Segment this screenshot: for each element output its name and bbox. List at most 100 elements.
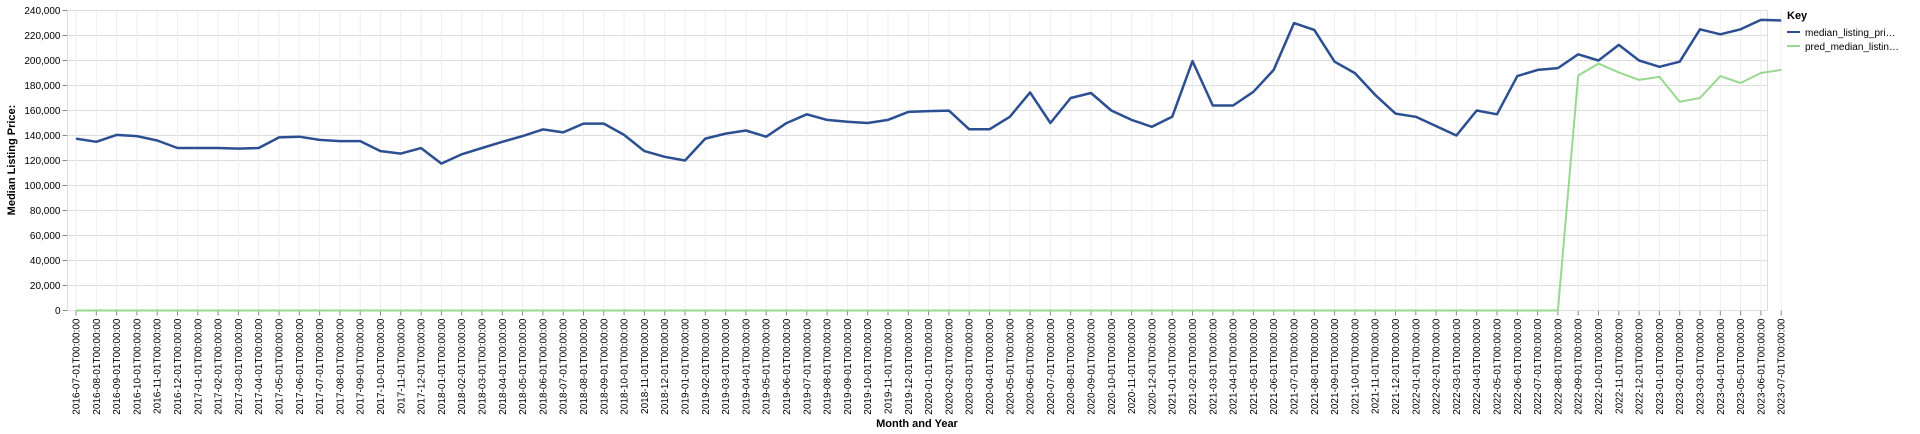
y-tick-label: 0 [55, 306, 61, 317]
y-tick-label: 140,000 [24, 131, 61, 142]
x-tick-label: 2021-03-01T00:00:00 [1208, 318, 1219, 415]
x-tick-label: 2016-07-01T00:00:00 [72, 318, 83, 415]
x-tick-label: 2022-04-01T00:00:00 [1472, 318, 1483, 415]
x-tick-label: 2019-02-01T00:00:00 [701, 318, 712, 415]
x-tick-label: 2023-04-01T00:00:00 [1716, 318, 1727, 415]
x-tick-label: 2016-11-01T00:00:00 [153, 318, 164, 414]
x-tick-label: 2021-11-01T00:00:00 [1371, 318, 1382, 414]
x-tick-label: 2021-10-01T00:00:00 [1350, 318, 1361, 415]
x-tick-label: 2016-12-01T00:00:00 [173, 318, 184, 415]
x-tick-label: 2018-05-01T00:00:00 [518, 318, 529, 415]
x-tick-label: 2019-05-01T00:00:00 [762, 318, 773, 415]
x-tick-label: 2016-10-01T00:00:00 [132, 318, 143, 415]
x-tick-label: 2022-10-01T00:00:00 [1594, 318, 1605, 415]
x-tick-label: 2023-02-01T00:00:00 [1675, 318, 1686, 415]
x-tick-label: 2020-10-01T00:00:00 [1107, 318, 1118, 415]
x-tick-label: 2019-06-01T00:00:00 [782, 318, 793, 415]
x-tick-label: 2021-02-01T00:00:00 [1188, 318, 1199, 415]
x-tick-label: 2017-02-01T00:00:00 [214, 318, 225, 415]
series-line-median [75, 18, 1782, 165]
x-tick-label: 2018-08-01T00:00:00 [579, 318, 590, 415]
y-tick-label: 100,000 [24, 181, 61, 192]
y-tick-label: 60,000 [30, 231, 61, 242]
x-tick-label: 2023-06-01T00:00:00 [1756, 318, 1767, 415]
x-tick-label: 2017-08-01T00:00:00 [335, 318, 346, 415]
series-lines [75, 18, 1782, 312]
x-tick-label: 2019-08-01T00:00:00 [823, 318, 834, 415]
x-tick-label: 2021-04-01T00:00:00 [1229, 318, 1240, 415]
x-tick-label: 2021-01-01T00:00:00 [1168, 318, 1179, 415]
x-tick-label: 2016-09-01T00:00:00 [112, 318, 123, 415]
x-tick-label: 2020-01-01T00:00:00 [924, 318, 935, 415]
y-tick-label: 160,000 [24, 106, 61, 117]
x-tick-label: 2018-06-01T00:00:00 [538, 318, 549, 415]
y-tick-label: 180,000 [24, 81, 61, 92]
x-tick-label: 2022-09-01T00:00:00 [1574, 318, 1585, 415]
x-tick-label: 2021-05-01T00:00:00 [1249, 318, 1260, 415]
x-tick-label: 2020-03-01T00:00:00 [965, 318, 976, 415]
x-axis: 2016-07-01T00:00:00 2016-08-01T00:00:00 20… [72, 310, 1788, 415]
gridlines [67, 10, 1782, 311]
y-tick-label: 20,000 [30, 281, 61, 292]
x-tick-label: 2018-10-01T00:00:00 [620, 318, 631, 415]
x-tick-label: 2023-03-01T00:00:00 [1696, 318, 1707, 415]
x-tick-label: 2017-09-01T00:00:00 [356, 318, 367, 415]
x-tick-label: 2020-11-01T00:00:00 [1127, 318, 1138, 414]
x-tick-label: 2018-04-01T00:00:00 [498, 318, 509, 415]
x-tick-label: 2019-12-01T00:00:00 [904, 318, 915, 415]
x-tick-label: 2021-07-01T00:00:00 [1290, 318, 1301, 415]
x-tick-label: 2017-05-01T00:00:00 [275, 318, 286, 415]
x-tick-label: 2017-11-01T00:00:00 [396, 318, 407, 414]
x-tick-label: 2017-07-01T00:00:00 [315, 318, 326, 415]
x-tick-label: 2020-04-01T00:00:00 [985, 318, 996, 415]
x-tick-label: 2023-01-01T00:00:00 [1655, 318, 1666, 415]
x-tick-label: 2022-07-01T00:00:00 [1533, 318, 1544, 415]
x-tick-label: 2018-01-01T00:00:00 [437, 318, 448, 415]
y-tick-label: 200,000 [24, 56, 61, 67]
x-tick-label: 2018-12-01T00:00:00 [660, 318, 671, 415]
x-tick-label: 2020-06-01T00:00:00 [1026, 318, 1037, 415]
x-tick-label: 2022-08-01T00:00:00 [1553, 318, 1564, 415]
legend-title: Key [1787, 10, 1808, 22]
x-tick-label: 2017-01-01T00:00:00 [193, 318, 204, 415]
x-tick-label: 2021-08-01T00:00:00 [1310, 318, 1321, 415]
x-tick-label: 2020-07-01T00:00:00 [1046, 318, 1057, 415]
x-tick-label: 2018-11-01T00:00:00 [640, 318, 651, 414]
x-tick-label: 2019-01-01T00:00:00 [681, 318, 692, 415]
y-tick-label: 220,000 [24, 31, 61, 42]
x-tick-label: 2021-06-01T00:00:00 [1269, 318, 1280, 415]
x-tick-label: 2019-09-01T00:00:00 [843, 318, 854, 415]
x-tick-label: 2016-08-01T00:00:00 [92, 318, 103, 415]
x-tick-label: 2022-01-01T00:00:00 [1411, 318, 1422, 415]
x-tick-label: 2017-04-01T00:00:00 [254, 318, 265, 415]
x-tick-label: 2022-05-01T00:00:00 [1493, 318, 1504, 415]
x-tick-label: 2021-09-01T00:00:00 [1330, 318, 1341, 415]
legend-label-pred: pred_median_listin… [1805, 42, 1899, 53]
y-axis: 0 20,000 40,000 60,000 80,000 100,000 120,000 1… [24, 6, 68, 317]
x-tick-label: 2018-02-01T00:00:00 [457, 318, 468, 415]
x-tick-label: 2022-03-01T00:00:00 [1452, 318, 1463, 415]
x-tick-label: 2020-09-01T00:00:00 [1087, 318, 1098, 415]
x-tick-label: 2017-12-01T00:00:00 [417, 318, 428, 415]
legend-label-median: median_listing_pri… [1805, 28, 1896, 39]
series-line-pred [76, 62, 1782, 312]
x-tick-label: 2017-06-01T00:00:00 [295, 318, 306, 415]
y-tick-label: 80,000 [30, 206, 61, 217]
x-tick-label: 2022-06-01T00:00:00 [1513, 318, 1524, 415]
x-tick-label: 2023-07-01T00:00:00 [1777, 318, 1788, 415]
x-tick-label: 2017-03-01T00:00:00 [234, 318, 245, 415]
legend: Key median_listing_pri… pred_median_list… [1787, 10, 1899, 53]
x-tick-label: 2018-09-01T00:00:00 [599, 318, 610, 415]
y-tick-label: 120,000 [24, 156, 61, 167]
x-tick-label: 2019-04-01T00:00:00 [741, 318, 752, 415]
x-axis-title: Month and Year [876, 418, 958, 430]
x-tick-label: 2019-07-01T00:00:00 [802, 318, 813, 415]
x-tick-label: 2022-02-01T00:00:00 [1432, 318, 1443, 415]
x-tick-label: 2020-08-01T00:00:00 [1066, 318, 1077, 415]
x-tick-label: 2021-12-01T00:00:00 [1391, 318, 1402, 415]
x-tick-label: 2019-10-01T00:00:00 [863, 318, 874, 415]
x-tick-label: 2019-03-01T00:00:00 [721, 318, 732, 415]
x-tick-label: 2022-11-01T00:00:00 [1614, 318, 1625, 414]
x-tick-label: 2018-03-01T00:00:00 [478, 318, 489, 415]
